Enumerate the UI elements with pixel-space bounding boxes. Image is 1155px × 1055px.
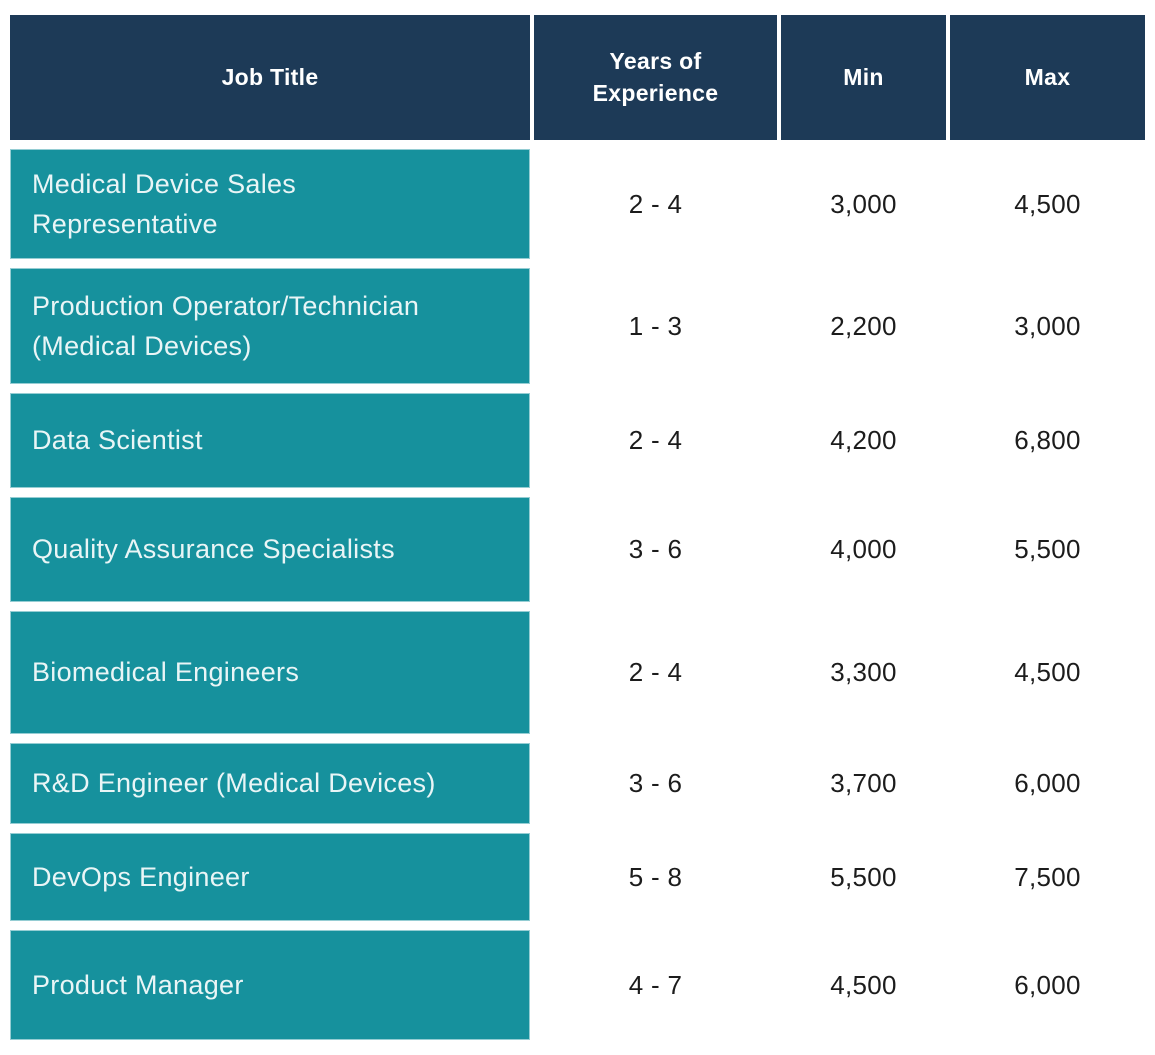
- column-header-max-label: Max: [1024, 63, 1071, 90]
- table-row-min: 4,000: [830, 534, 897, 564]
- table-row-max: 7,500: [1014, 861, 1081, 892]
- column-header-max: Max: [950, 15, 1145, 140]
- table-row-max: 5,500: [1014, 534, 1081, 564]
- table-row-job-title: DevOps Engineer: [10, 833, 530, 921]
- job-title-text: Biomedical Engineers: [32, 657, 300, 688]
- table-row-years: 3 - 6: [628, 534, 683, 564]
- table-row-job-title: Data Scientist: [10, 393, 530, 488]
- table-row-max: 6,000: [1014, 768, 1081, 798]
- table-row-years: 1 - 3: [628, 310, 683, 341]
- table-row-years: 3 - 6: [628, 768, 683, 798]
- table-row-years: 2 - 4: [628, 425, 683, 455]
- column-header-years-of-experience-label: Years of Experience: [592, 48, 719, 106]
- job-title-text: DevOps Engineer: [32, 861, 250, 892]
- table-row-job-title: Production Operator/Technician (Medical …: [10, 268, 530, 384]
- table-row-min: 5,500: [830, 861, 897, 892]
- table-row-max: 6,000: [1014, 969, 1081, 1000]
- job-title-text: Data Scientist: [32, 425, 203, 456]
- column-header-min-label: Min: [843, 63, 884, 90]
- table-row-job-title: R&D Engineer (Medical Devices): [10, 743, 530, 824]
- job-title-text: Quality Assurance Specialists: [32, 534, 395, 565]
- job-title-text: Production Operator/Technician (Medical …: [32, 290, 420, 362]
- table-row-job-title: Quality Assurance Specialists: [10, 497, 530, 602]
- table-row-max: 4,500: [1014, 188, 1081, 219]
- table-row-min: 3,300: [830, 657, 897, 687]
- table-row-years: 4 - 7: [628, 969, 683, 1000]
- table-row-max: 6,800: [1014, 425, 1081, 455]
- table-row-min: 3,700: [830, 768, 897, 798]
- job-title-text: Medical Device Sales Representative: [32, 168, 297, 240]
- table-row-max: 3,000: [1014, 310, 1081, 341]
- table-row-min: 2,200: [830, 310, 897, 341]
- table-row-job-title: Medical Device Sales Representative: [10, 149, 530, 259]
- table-row-job-title: Product Manager: [10, 930, 530, 1040]
- salary-table: Job Title Years of Experience Min Max Me…: [10, 15, 1145, 1040]
- table-row-min: 4,500: [830, 969, 897, 1000]
- table-row-years: 5 - 8: [628, 861, 683, 892]
- table-row-years: 2 - 4: [628, 188, 683, 219]
- column-header-job-title-label: Job Title: [221, 63, 319, 90]
- table-row-years: 2 - 4: [628, 657, 683, 687]
- table-row-min: 4,200: [830, 425, 897, 455]
- job-title-text: R&D Engineer (Medical Devices): [32, 768, 436, 799]
- job-title-text: Product Manager: [32, 969, 244, 1000]
- table-row-min: 3,000: [830, 188, 897, 219]
- table-row-max: 4,500: [1014, 657, 1081, 687]
- column-header-min: Min: [781, 15, 946, 140]
- table-row-job-title: Biomedical Engineers: [10, 611, 530, 734]
- column-header-years-of-experience: Years of Experience: [534, 15, 777, 140]
- column-header-job-title: Job Title: [10, 15, 530, 140]
